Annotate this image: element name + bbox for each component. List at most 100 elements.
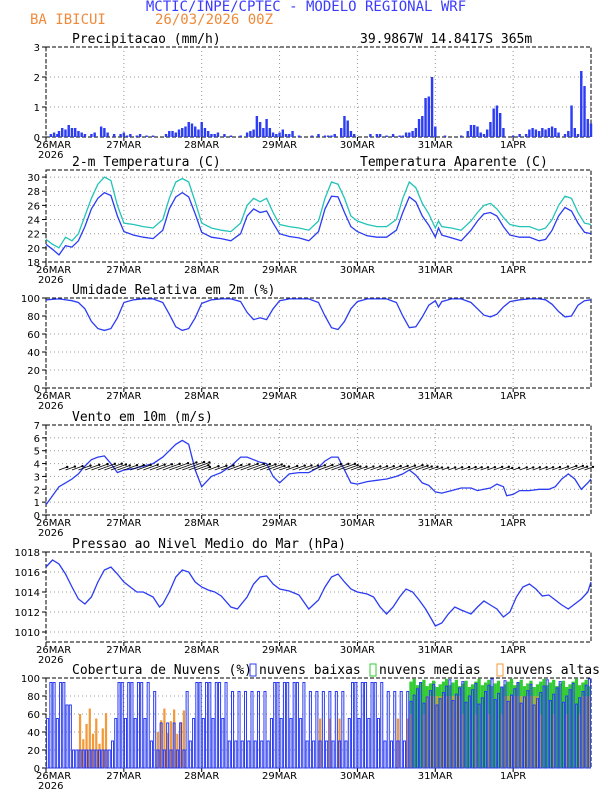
- precip-bar: [61, 128, 64, 137]
- precip-bar: [369, 134, 372, 137]
- legend-swatch: [369, 663, 377, 677]
- cloud-bar-mid: [480, 685, 484, 768]
- cloud-bar-low: [263, 691, 267, 769]
- precip-bar: [171, 131, 174, 137]
- x-tick-label: 30MAR: [340, 645, 375, 656]
- wind-arrow-head: [413, 464, 417, 467]
- wind-arrow-head: [545, 466, 548, 469]
- cloud-bar-low: [282, 682, 286, 769]
- cloud-bar-mid: [470, 684, 475, 768]
- x-tick-label: 28MAR: [184, 265, 219, 276]
- cloud-bar-low: [253, 740, 257, 769]
- cloud-bar-low: [558, 681, 562, 769]
- wind-arrow: [538, 466, 547, 471]
- wind-arrow: [234, 464, 250, 471]
- cloud-bar-low: [312, 740, 316, 769]
- cloud-bar-low: [149, 740, 153, 769]
- wind-arrow-head: [113, 462, 117, 466]
- cloud-bar-low: [295, 682, 299, 769]
- precip-bar: [404, 132, 408, 137]
- cloud-bar-low: [584, 684, 588, 769]
- cloud-bar-high: [166, 732, 169, 768]
- cloud-bar-low: [302, 682, 306, 769]
- cloud-bar-high: [319, 718, 322, 768]
- precip-bar: [210, 134, 213, 137]
- y-tick-label: 22: [27, 230, 40, 241]
- precip-bar: [434, 126, 437, 137]
- cloud-bar-low: [130, 682, 134, 769]
- cloud-bar-low: [555, 687, 559, 769]
- precip-bar: [557, 132, 560, 137]
- cloud-bar-high: [588, 696, 591, 768]
- cloud-bar-low: [162, 749, 166, 769]
- cloud-bar-high: [581, 696, 585, 768]
- wind-arrow: [149, 464, 165, 471]
- x-tick-label: 1APR: [500, 645, 526, 656]
- wind-arrow-head: [232, 464, 235, 467]
- wind-arrow: [493, 466, 503, 471]
- precip-bar: [550, 126, 554, 137]
- y-tick-label: 20: [27, 366, 40, 377]
- cloud-bar-low: [522, 696, 527, 769]
- cloud-bar-low: [101, 749, 105, 769]
- cloud-bar-low: [143, 718, 147, 769]
- y-tick-label: 100: [21, 674, 40, 685]
- precip-bar: [583, 86, 586, 137]
- wind-arrow-head: [460, 466, 464, 469]
- precip-bar: [498, 113, 502, 137]
- cloud-bar-low: [532, 704, 536, 769]
- cloud-bar-low: [98, 749, 102, 769]
- cloud-bar-high: [452, 696, 455, 768]
- wind-arrow: [376, 465, 388, 471]
- wind-arrow-head: [208, 465, 212, 469]
- precip-bar: [528, 129, 531, 137]
- cloud-bar-low: [192, 718, 196, 769]
- wind-arrow: [169, 462, 189, 471]
- wind-arrow: [259, 464, 276, 471]
- cloud-bar-low: [218, 682, 222, 769]
- cloud-bar-low: [256, 691, 261, 769]
- precip-bar: [168, 131, 171, 137]
- y-tick-label: 0: [34, 133, 40, 144]
- cloud-bar-low: [493, 699, 497, 769]
- precip-bar: [203, 128, 207, 137]
- precip-bar: [401, 135, 405, 137]
- precip-bar: [245, 132, 249, 137]
- wind-arrow-head: [421, 464, 424, 467]
- precip-bar: [537, 131, 541, 137]
- x-tick-label: 27MAR: [106, 140, 141, 151]
- cloud-bar-low: [117, 682, 121, 769]
- wind-arrow-head: [163, 463, 166, 466]
- panel-frame: [45, 551, 592, 643]
- y-tick-label: 18: [27, 258, 40, 269]
- precip-bar: [391, 134, 395, 137]
- precip-bar: [57, 131, 61, 137]
- cloud-bar-low: [231, 691, 235, 769]
- wind-arrow: [551, 466, 561, 471]
- wind-arrow: [266, 464, 282, 471]
- wind-arrow-head: [379, 465, 382, 468]
- cloud-bar-low: [195, 682, 199, 769]
- wind-arrow-head: [500, 465, 504, 469]
- wind-arrow: [331, 463, 349, 471]
- cloud-bar-mid: [548, 682, 553, 768]
- cloud-bar-low: [237, 691, 241, 769]
- cloud-bar-low: [78, 749, 82, 769]
- cloud-bar-low: [389, 740, 394, 769]
- cloud-bar-high: [503, 696, 507, 768]
- wind-arrow: [136, 464, 151, 471]
- wind-arrow-head: [316, 464, 320, 467]
- wind-arrow-head: [446, 466, 450, 469]
- wind-arrow-head: [430, 465, 433, 468]
- cloud-bar-high: [487, 714, 490, 768]
- precip-bar: [56, 134, 59, 137]
- wind-arrow: [474, 466, 482, 471]
- wind-arrow: [71, 465, 83, 471]
- x-tick-label: 27MAR: [106, 771, 141, 782]
- precip-bar: [421, 116, 424, 137]
- precip-bar: [83, 134, 87, 137]
- cloud-bar-high: [160, 720, 163, 768]
- cloud-bar-low: [477, 703, 481, 769]
- cloud-bar-low: [52, 682, 56, 769]
- cloud-bar-low: [370, 682, 374, 769]
